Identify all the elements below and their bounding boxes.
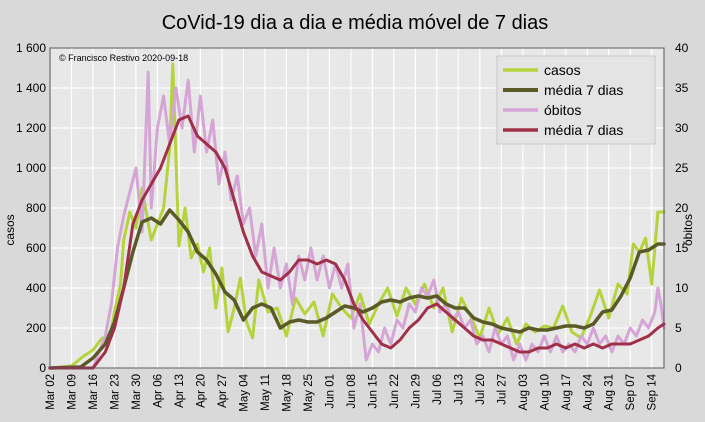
y-tick-label-right: 0 bbox=[675, 361, 682, 375]
y-axis-label-right: óbitos bbox=[681, 214, 695, 246]
y-tick-label-left: 1 200 bbox=[16, 121, 46, 135]
x-tick-label: Mar 02 bbox=[45, 374, 57, 410]
series-line-4 bbox=[48, 114, 666, 370]
y-tick-label-right: 30 bbox=[675, 121, 689, 135]
legend-label: casos bbox=[544, 62, 581, 78]
y-tick-label-left: 600 bbox=[26, 241, 46, 255]
x-tick-label: Aug 24 bbox=[582, 373, 594, 410]
y-tick-label-left: 1 000 bbox=[16, 161, 46, 175]
x-tick-label: Jun 15 bbox=[367, 374, 379, 409]
x-tick-label: Jun 08 bbox=[346, 374, 358, 409]
y-tick-label-right: 25 bbox=[675, 161, 689, 175]
x-tick-label: Jul 20 bbox=[475, 374, 487, 405]
series-line-3 bbox=[48, 70, 666, 370]
x-tick-label: Aug 31 bbox=[604, 374, 616, 410]
x-tick-label: May 18 bbox=[281, 374, 293, 412]
y-tick-label-right: 20 bbox=[675, 201, 689, 215]
x-tick-label: Jun 22 bbox=[389, 374, 401, 409]
x-tick-label: Sep 07 bbox=[625, 374, 637, 410]
x-tick-label: Mar 30 bbox=[131, 374, 143, 410]
series-layer bbox=[48, 62, 666, 370]
x-tick-label: May 25 bbox=[303, 374, 315, 412]
x-tick-label: May 11 bbox=[260, 374, 272, 411]
y-axis-label-left: casos bbox=[3, 214, 17, 245]
y-tick-label-left: 800 bbox=[26, 201, 46, 215]
y-tick-label-left: 200 bbox=[26, 321, 46, 335]
x-tick-label: Jul 13 bbox=[453, 374, 465, 405]
y-tick-label-right: 40 bbox=[675, 41, 689, 55]
legend-label: média 7 dias bbox=[544, 122, 623, 138]
y-tick-label-left: 1 600 bbox=[16, 41, 46, 55]
y-tick-label-right: 5 bbox=[675, 321, 682, 335]
y-tick-label-left: 0 bbox=[39, 361, 46, 375]
x-tick-label: Mar 23 bbox=[109, 374, 121, 410]
x-tick-label: Apr 06 bbox=[152, 374, 164, 408]
legend-label: média 7 dias bbox=[544, 82, 623, 98]
x-tick-label: Jul 27 bbox=[496, 374, 508, 405]
plot-frame bbox=[49, 47, 665, 369]
y-tick-label-left: 400 bbox=[26, 281, 46, 295]
axes: 0 0 200 5 400 10 600 15 800 20 1 000 25 1 200 30 1 400… bbox=[16, 41, 689, 412]
x-tick-label: Jun 01 bbox=[324, 374, 336, 409]
copyright-note: © Francisco Restivo 2020-09-18 bbox=[59, 53, 188, 63]
x-tick-label: Apr 20 bbox=[195, 374, 207, 408]
y-tick-label-left: 1 400 bbox=[16, 81, 46, 95]
x-tick-label: Mar 16 bbox=[88, 374, 100, 410]
chart-title: CoVid-19 dia a dia e média móvel de 7 di… bbox=[162, 12, 549, 34]
x-tick-label: Aug 03 bbox=[518, 374, 530, 410]
series-line-2 bbox=[48, 208, 666, 370]
legend-label: óbitos bbox=[544, 102, 581, 118]
legend: casos média 7 dias óbitos média 7 dias bbox=[496, 55, 656, 145]
y-tick-label-right: 35 bbox=[675, 81, 689, 95]
x-tick-label: Apr 27 bbox=[217, 374, 229, 408]
x-tick-label: Mar 09 bbox=[66, 374, 78, 410]
x-tick-label: Jun 29 bbox=[410, 374, 422, 409]
y-tick-label-right: 15 bbox=[675, 241, 689, 255]
x-tick-label: Sep 14 bbox=[647, 373, 659, 410]
y-tick-label-right: 10 bbox=[675, 281, 689, 295]
x-tick-label: May 04 bbox=[238, 373, 250, 411]
x-tick-label: Aug 17 bbox=[561, 374, 573, 410]
x-tick-label: Aug 10 bbox=[539, 374, 551, 410]
x-tick-label: Apr 13 bbox=[174, 374, 186, 408]
x-tick-label: Jul 06 bbox=[432, 374, 444, 405]
